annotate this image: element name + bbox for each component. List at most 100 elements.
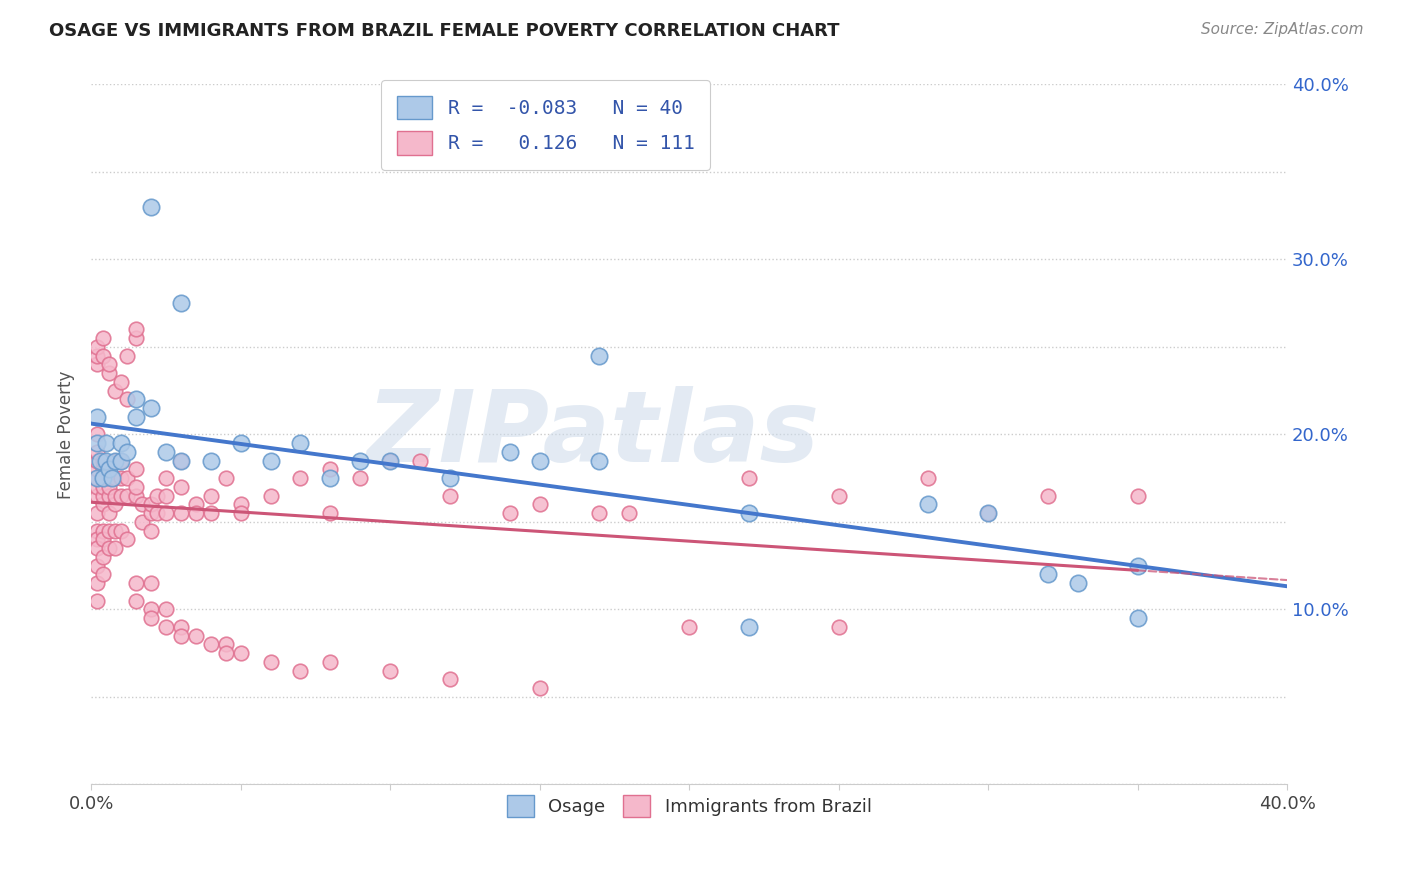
Point bbox=[98, 506, 121, 520]
Point bbox=[155, 620, 177, 634]
Point bbox=[110, 489, 132, 503]
Point bbox=[155, 506, 177, 520]
Point bbox=[110, 524, 132, 538]
Point bbox=[200, 506, 222, 520]
Point bbox=[98, 489, 121, 503]
Point bbox=[125, 593, 148, 607]
Point bbox=[184, 498, 207, 512]
Legend: Osage, Immigrants from Brazil: Osage, Immigrants from Brazil bbox=[499, 788, 879, 824]
Point bbox=[139, 200, 162, 214]
Point bbox=[319, 462, 342, 476]
Point bbox=[115, 445, 138, 459]
Point bbox=[184, 629, 207, 643]
Point bbox=[184, 506, 207, 520]
Point bbox=[1036, 567, 1059, 582]
Point bbox=[499, 506, 522, 520]
Point bbox=[86, 471, 108, 485]
Point bbox=[290, 436, 312, 450]
Point bbox=[678, 620, 700, 634]
Point bbox=[91, 471, 114, 485]
Point bbox=[170, 620, 193, 634]
Point bbox=[529, 498, 551, 512]
Point bbox=[229, 506, 252, 520]
Point bbox=[86, 445, 108, 459]
Point bbox=[91, 453, 114, 467]
Point bbox=[319, 506, 342, 520]
Point bbox=[86, 471, 108, 485]
Point bbox=[110, 436, 132, 450]
Point bbox=[104, 498, 127, 512]
Point bbox=[200, 637, 222, 651]
Point bbox=[104, 471, 127, 485]
Point bbox=[115, 471, 138, 485]
Point bbox=[738, 471, 761, 485]
Point bbox=[349, 471, 371, 485]
Point bbox=[86, 524, 108, 538]
Point bbox=[1126, 489, 1149, 503]
Point bbox=[86, 558, 108, 573]
Point bbox=[91, 533, 114, 547]
Point bbox=[86, 436, 108, 450]
Point bbox=[86, 358, 108, 372]
Point bbox=[125, 489, 148, 503]
Point bbox=[259, 655, 281, 669]
Point bbox=[115, 533, 138, 547]
Point bbox=[588, 453, 610, 467]
Point bbox=[917, 498, 939, 512]
Point bbox=[125, 331, 148, 345]
Point bbox=[139, 576, 162, 591]
Point bbox=[91, 349, 114, 363]
Point bbox=[319, 471, 342, 485]
Point bbox=[499, 445, 522, 459]
Point bbox=[125, 462, 148, 476]
Point bbox=[439, 489, 461, 503]
Point bbox=[139, 498, 162, 512]
Point bbox=[139, 611, 162, 625]
Point bbox=[1036, 489, 1059, 503]
Point bbox=[98, 471, 121, 485]
Point bbox=[98, 462, 121, 476]
Point bbox=[215, 637, 238, 651]
Point bbox=[319, 655, 342, 669]
Point bbox=[104, 453, 127, 467]
Point bbox=[529, 453, 551, 467]
Point bbox=[229, 646, 252, 660]
Point bbox=[98, 480, 121, 494]
Point bbox=[917, 471, 939, 485]
Point bbox=[101, 471, 124, 485]
Point bbox=[1067, 576, 1090, 591]
Point bbox=[131, 515, 153, 529]
Point bbox=[170, 480, 193, 494]
Point bbox=[200, 489, 222, 503]
Point bbox=[378, 453, 401, 467]
Point bbox=[86, 541, 108, 556]
Point bbox=[155, 471, 177, 485]
Point bbox=[977, 506, 1000, 520]
Point bbox=[529, 681, 551, 696]
Point bbox=[115, 489, 138, 503]
Point bbox=[619, 506, 641, 520]
Point bbox=[125, 480, 148, 494]
Point bbox=[98, 358, 121, 372]
Y-axis label: Female Poverty: Female Poverty bbox=[58, 370, 75, 499]
Point bbox=[215, 646, 238, 660]
Point bbox=[125, 322, 148, 336]
Point bbox=[86, 576, 108, 591]
Point bbox=[170, 453, 193, 467]
Point bbox=[110, 471, 132, 485]
Point bbox=[290, 471, 312, 485]
Point bbox=[290, 664, 312, 678]
Point bbox=[115, 349, 138, 363]
Point bbox=[110, 375, 132, 389]
Point bbox=[1126, 558, 1149, 573]
Point bbox=[104, 453, 127, 467]
Point bbox=[115, 392, 138, 407]
Point bbox=[378, 453, 401, 467]
Point bbox=[155, 602, 177, 616]
Point bbox=[125, 392, 148, 407]
Point bbox=[439, 471, 461, 485]
Point bbox=[139, 524, 162, 538]
Point bbox=[86, 409, 108, 424]
Point bbox=[91, 489, 114, 503]
Point bbox=[131, 498, 153, 512]
